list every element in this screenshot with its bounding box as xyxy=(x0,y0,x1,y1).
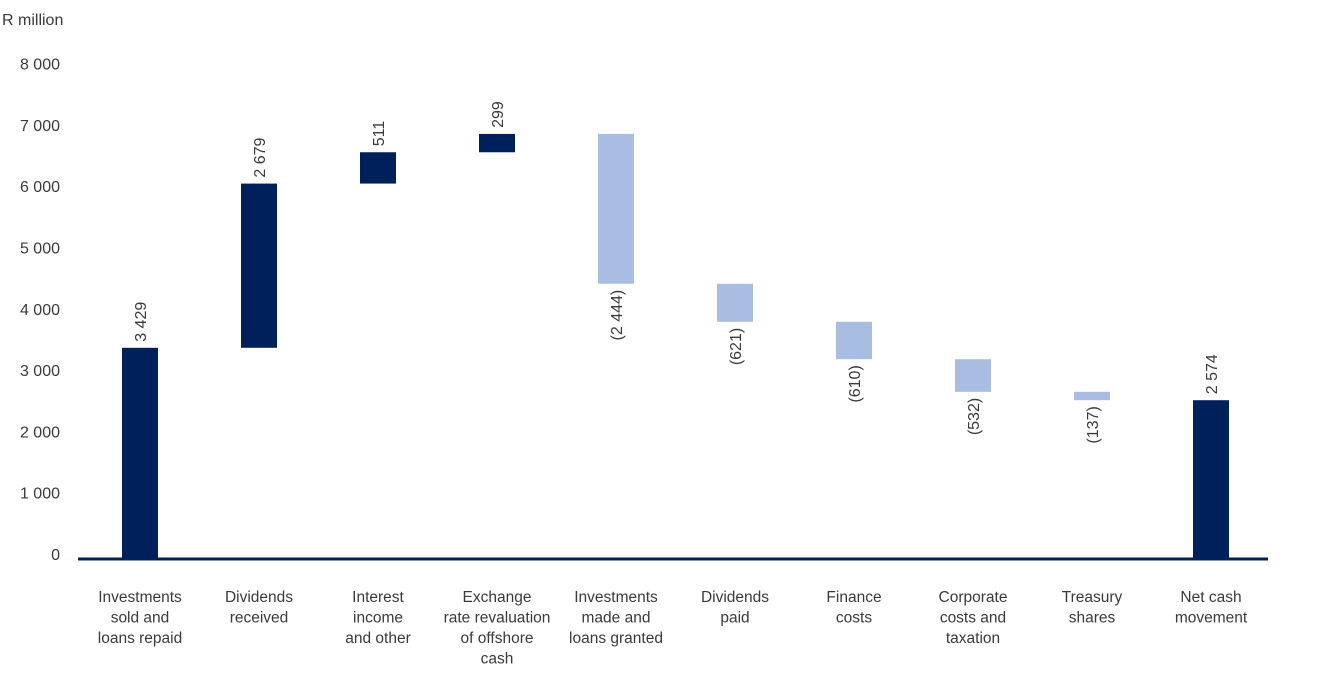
bar xyxy=(241,183,277,348)
data-label: 299 xyxy=(490,101,507,128)
x-tick-label: of offshore xyxy=(461,630,534,647)
y-tick-label: 8 000 xyxy=(20,57,60,74)
bar xyxy=(1074,391,1110,401)
bar xyxy=(955,359,991,392)
y-axis-title: R million xyxy=(2,12,63,29)
x-tick-label: shares xyxy=(1069,610,1116,627)
x-tick-label: costs and xyxy=(940,610,1006,627)
x-tick-label: Dividends xyxy=(225,589,293,606)
y-tick-label: 2 000 xyxy=(20,424,60,441)
x-tick-label: made and xyxy=(582,610,651,627)
x-tick-label: Corporate xyxy=(939,589,1008,606)
data-label: (137) xyxy=(1085,406,1102,443)
bar xyxy=(360,152,396,184)
y-tick-label: 4 000 xyxy=(20,302,60,319)
x-tick-label: taxation xyxy=(946,630,1000,647)
x-tick-label: Dividends xyxy=(701,589,769,606)
y-tick-label: 0 xyxy=(51,547,60,564)
bar xyxy=(479,133,515,153)
x-tick-label: Finance xyxy=(826,589,881,606)
x-tick-label: sold and xyxy=(111,610,170,627)
x-tick-label: Exchange xyxy=(463,589,532,606)
data-label: (532) xyxy=(966,398,983,435)
data-label: 2 679 xyxy=(252,137,269,177)
x-tick-label: and other xyxy=(345,630,411,647)
data-label: (621) xyxy=(728,328,745,365)
x-tick-label: costs xyxy=(836,610,872,627)
x-tick-label: cash xyxy=(481,651,514,668)
x-tick-label: income xyxy=(353,610,403,627)
x-tick-label: movement xyxy=(1175,610,1248,627)
data-label: (2 444) xyxy=(609,290,626,341)
x-tick-label: Net cash xyxy=(1180,589,1241,606)
bar xyxy=(122,347,158,558)
x-tick-label: paid xyxy=(720,610,749,627)
x-tick-label: Investments xyxy=(574,589,658,606)
y-tick-label: 3 000 xyxy=(20,363,60,380)
x-tick-label: Treasury xyxy=(1062,589,1123,606)
y-tick-label: 7 000 xyxy=(20,118,60,135)
y-tick-label: 1 000 xyxy=(20,486,60,503)
data-label: 2 574 xyxy=(1204,354,1221,394)
bar xyxy=(1193,400,1229,558)
x-tick-label: rate revaluation xyxy=(444,610,551,627)
data-label: (610) xyxy=(847,365,864,402)
x-tick-label: loans repaid xyxy=(98,630,182,647)
bar xyxy=(717,283,753,322)
bar xyxy=(836,321,872,360)
y-tick-label: 5 000 xyxy=(20,241,60,258)
x-tick-label: loans granted xyxy=(569,630,663,647)
y-tick-label: 6 000 xyxy=(20,179,60,196)
data-label: 511 xyxy=(371,121,388,147)
x-tick-label: received xyxy=(230,610,289,627)
data-label: 3 429 xyxy=(133,302,150,342)
x-tick-label: Interest xyxy=(352,589,404,606)
bar xyxy=(598,133,634,284)
x-tick-label: Investments xyxy=(98,589,182,606)
